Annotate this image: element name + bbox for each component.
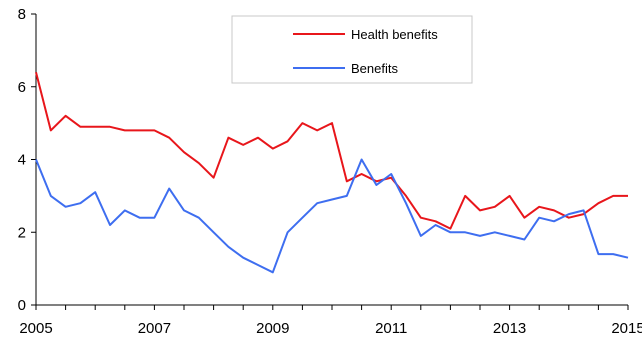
x-tick-label: 2009 <box>256 320 289 337</box>
x-tick-label: 2007 <box>138 320 171 337</box>
legend-label-benefits: Benefits <box>351 61 398 76</box>
x-tick-label: 2015 <box>611 320 642 337</box>
y-tick-label: 0 <box>18 297 26 314</box>
legend-label-health-benefits: Health benefits <box>351 27 438 42</box>
series-line-health-benefits <box>35 71 628 230</box>
y-tick-label: 8 <box>18 6 26 23</box>
y-tick-label: 2 <box>18 224 26 241</box>
x-tick-label: 2005 <box>19 320 52 337</box>
y-tick-label: 6 <box>18 79 26 96</box>
series-lines <box>35 71 629 274</box>
series-line-benefits <box>35 158 629 274</box>
legend: Health benefits Benefits <box>231 15 473 84</box>
y-tick-label: 4 <box>18 152 26 169</box>
x-tick-label: 2011 <box>375 320 407 337</box>
tick-labels: 0 2 4 6 8 2005 2007 2009 2011 2013 2015 <box>18 6 642 337</box>
x-tick-label: 2013 <box>493 320 526 337</box>
legend-box <box>231 15 473 84</box>
